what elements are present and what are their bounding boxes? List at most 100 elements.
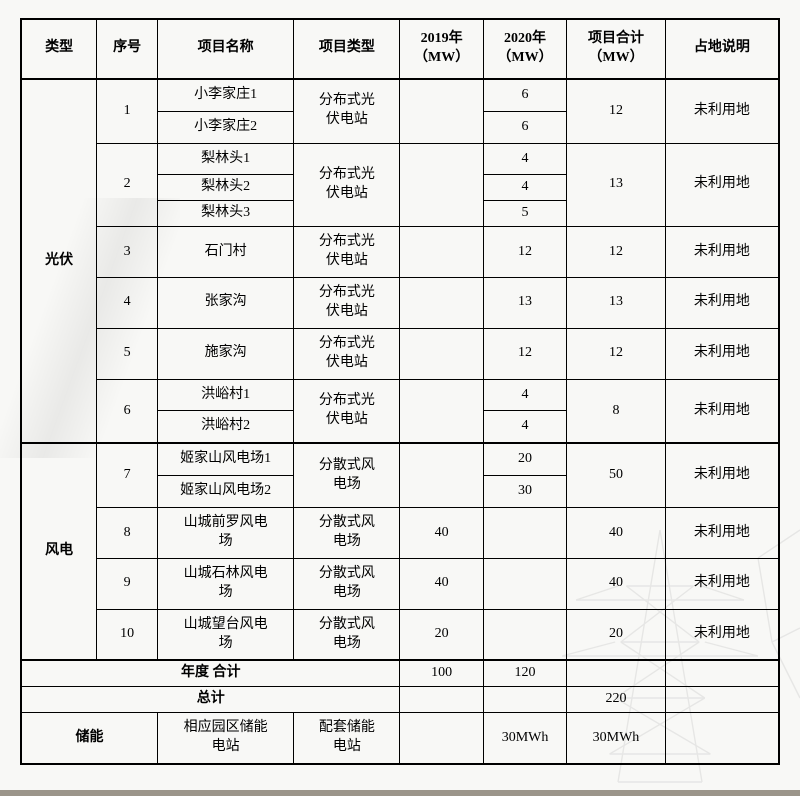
annual-2019: 100 bbox=[400, 660, 483, 686]
cell-2019 bbox=[400, 713, 483, 764]
col-total: 项目合计（MW） bbox=[567, 19, 666, 79]
table-row: 光伏 1 小李家庄1 分布式光伏电站 6 12 未利用地 bbox=[21, 79, 779, 111]
grand-2019 bbox=[400, 687, 483, 713]
cell-name: 相应园区储能电站 bbox=[157, 713, 293, 764]
cell-2019 bbox=[400, 443, 483, 507]
cell-ptype: 分布式光伏电站 bbox=[294, 79, 400, 143]
cell-total: 13 bbox=[567, 143, 666, 227]
cell-ptype: 分布式光伏电站 bbox=[294, 278, 400, 329]
annual-2020: 120 bbox=[483, 660, 566, 686]
cell-2019 bbox=[400, 143, 483, 227]
cell-name: 张家沟 bbox=[157, 278, 293, 329]
cell-2020: 4 bbox=[483, 175, 566, 201]
grand-land bbox=[665, 687, 779, 713]
cell-land: 未利用地 bbox=[665, 379, 779, 443]
cell-land: 未利用地 bbox=[665, 558, 779, 609]
cell-2020: 6 bbox=[483, 111, 566, 143]
col-name: 项目名称 bbox=[157, 19, 293, 79]
table-row: 10 山城望台风电场 分散式风电场 20 20 未利用地 bbox=[21, 609, 779, 660]
cell-2020: 4 bbox=[483, 411, 566, 443]
cell-land bbox=[665, 713, 779, 764]
cell-total: 40 bbox=[567, 508, 666, 559]
cell-total: 12 bbox=[567, 328, 666, 379]
cell-2020: 4 bbox=[483, 379, 566, 411]
col-type: 类型 bbox=[21, 19, 97, 79]
annual-label: 年度 合计 bbox=[21, 660, 400, 686]
cell-ptype: 分布式光伏电站 bbox=[294, 328, 400, 379]
cell-land: 未利用地 bbox=[665, 443, 779, 507]
table-row: 2 梨林头1 分布式光伏电站 4 13 未利用地 bbox=[21, 143, 779, 175]
annual-land bbox=[665, 660, 779, 686]
grand-2020 bbox=[483, 687, 566, 713]
cell-ptype: 分散式风电场 bbox=[294, 443, 400, 507]
cell-2020: 12 bbox=[483, 227, 566, 278]
cell-ptype: 分散式风电场 bbox=[294, 558, 400, 609]
col-2019: 2019年（MW） bbox=[400, 19, 483, 79]
cell-2019: 20 bbox=[400, 609, 483, 660]
cell-name: 小李家庄2 bbox=[157, 111, 293, 143]
cell-land: 未利用地 bbox=[665, 609, 779, 660]
cell-name: 姬家山风电场2 bbox=[157, 476, 293, 508]
table-row: 4 张家沟 分布式光伏电站 13 13 未利用地 bbox=[21, 278, 779, 329]
grand-total: 220 bbox=[567, 687, 666, 713]
cell-ptype: 配套储能电站 bbox=[294, 713, 400, 764]
cell-seq: 10 bbox=[97, 609, 158, 660]
cell-land: 未利用地 bbox=[665, 79, 779, 143]
table-row: 风电 7 姬家山风电场1 分散式风电场 20 50 未利用地 bbox=[21, 443, 779, 475]
cell-total: 12 bbox=[567, 227, 666, 278]
cell-total: 8 bbox=[567, 379, 666, 443]
cell-ptype: 分布式光伏电站 bbox=[294, 227, 400, 278]
cell-ptype: 分散式风电场 bbox=[294, 508, 400, 559]
cell-name: 姬家山风电场1 bbox=[157, 443, 293, 475]
cell-seq: 3 bbox=[97, 227, 158, 278]
table-row: 6 洪峪村1 分布式光伏电站 4 8 未利用地 bbox=[21, 379, 779, 411]
cell-2020: 6 bbox=[483, 79, 566, 111]
cell-name: 山城前罗风电场 bbox=[157, 508, 293, 559]
cell-name: 石门村 bbox=[157, 227, 293, 278]
cell-total: 12 bbox=[567, 79, 666, 143]
cell-2019 bbox=[400, 278, 483, 329]
cell-ptype: 分布式光伏电站 bbox=[294, 379, 400, 443]
cell-seq: 1 bbox=[97, 79, 158, 143]
cell-seq: 6 bbox=[97, 379, 158, 443]
cell-2020: 4 bbox=[483, 143, 566, 175]
category-pv: 光伏 bbox=[21, 79, 97, 444]
category-storage: 储能 bbox=[21, 713, 157, 764]
cell-name: 梨林头2 bbox=[157, 175, 293, 201]
cell-name: 山城望台风电场 bbox=[157, 609, 293, 660]
col-ptype: 项目类型 bbox=[294, 19, 400, 79]
storage-row: 储能 相应园区储能电站 配套储能电站 30MWh 30MWh bbox=[21, 713, 779, 764]
cell-total: 50 bbox=[567, 443, 666, 507]
cell-2019 bbox=[400, 79, 483, 143]
cell-land: 未利用地 bbox=[665, 278, 779, 329]
cell-seq: 5 bbox=[97, 328, 158, 379]
cell-2019 bbox=[400, 379, 483, 443]
cell-2019: 40 bbox=[400, 558, 483, 609]
cell-ptype: 分布式光伏电站 bbox=[294, 143, 400, 227]
page-footer-edge bbox=[0, 790, 800, 796]
col-land: 占地说明 bbox=[665, 19, 779, 79]
cell-land: 未利用地 bbox=[665, 508, 779, 559]
cell-ptype: 分散式风电场 bbox=[294, 609, 400, 660]
cell-name: 施家沟 bbox=[157, 328, 293, 379]
header-row: 类型 序号 项目名称 项目类型 2019年（MW） 2020年（MW） 项目合计… bbox=[21, 19, 779, 79]
annual-total-row: 年度 合计 100 120 bbox=[21, 660, 779, 686]
cell-2020 bbox=[483, 508, 566, 559]
cell-name: 梨林头1 bbox=[157, 143, 293, 175]
table-row: 9 山城石林风电场 分散式风电场 40 40 未利用地 bbox=[21, 558, 779, 609]
cell-land: 未利用地 bbox=[665, 143, 779, 227]
cell-total: 20 bbox=[567, 609, 666, 660]
cell-name: 小李家庄1 bbox=[157, 79, 293, 111]
cell-land: 未利用地 bbox=[665, 227, 779, 278]
project-table: 类型 序号 项目名称 项目类型 2019年（MW） 2020年（MW） 项目合计… bbox=[20, 18, 780, 765]
cell-2019: 40 bbox=[400, 508, 483, 559]
cell-seq: 8 bbox=[97, 508, 158, 559]
category-wind: 风电 bbox=[21, 443, 97, 660]
cell-seq: 9 bbox=[97, 558, 158, 609]
cell-2019 bbox=[400, 328, 483, 379]
cell-2020: 13 bbox=[483, 278, 566, 329]
cell-land: 未利用地 bbox=[665, 328, 779, 379]
cell-name: 洪峪村2 bbox=[157, 411, 293, 443]
cell-name: 洪峪村1 bbox=[157, 379, 293, 411]
cell-2020: 12 bbox=[483, 328, 566, 379]
